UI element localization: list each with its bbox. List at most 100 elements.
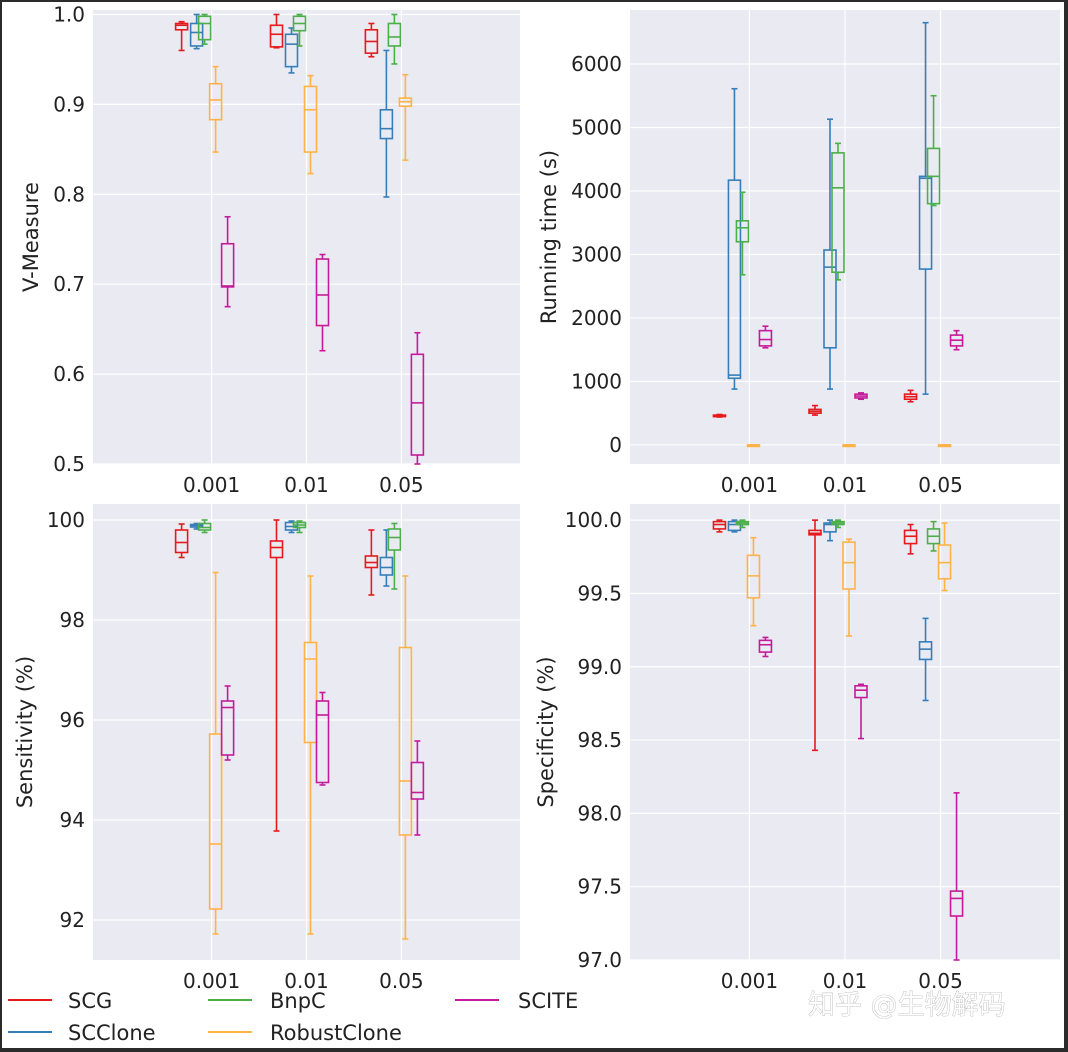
box-iqr: [284, 33, 299, 68]
box-robustclone-0-05: [937, 522, 952, 592]
y-tick-label: 100: [47, 508, 85, 532]
box-iqr: [197, 15, 212, 41]
box-iqr: [189, 22, 204, 47]
box-robustclone-0-05: [398, 73, 413, 161]
y-tick-label: 96: [60, 708, 85, 732]
box-scg-0-001: [712, 413, 727, 418]
box-robustclone-0-001: [208, 65, 223, 153]
box-iqr: [220, 242, 235, 288]
box-scite-0-01: [854, 392, 868, 401]
box-scg-0-01: [808, 519, 822, 752]
box-bnpc-0-01: [292, 13, 307, 47]
y-axis-label: Sensitivity (%): [13, 656, 37, 808]
box-scg-0-01: [269, 519, 284, 832]
box-scclone-0-01: [284, 520, 299, 534]
box-scclone-0-001: [727, 519, 742, 533]
y-axis-label: Specificity (%): [534, 656, 558, 807]
box-bnpc-0-01: [831, 519, 845, 529]
y-tick-label: 98: [60, 608, 85, 632]
y-tick-label: 98.0: [577, 801, 622, 825]
y-tick-label: 5000: [571, 115, 622, 139]
box-scite-0-001: [220, 685, 235, 761]
box-robustclone-0-05: [937, 444, 952, 448]
x-tick-label: 0.01: [284, 969, 329, 993]
box-iqr: [269, 24, 284, 48]
y-axis-label: Running time (s): [537, 150, 561, 324]
box-bnpc-0-001: [735, 191, 750, 276]
legend-label-scclone: SCClone: [68, 1021, 156, 1045]
x-tick-label: 0.05: [379, 473, 424, 497]
box-scg-0-05: [903, 389, 918, 403]
x-tick-label: 0.05: [918, 969, 963, 993]
box-bnpc-0-001: [197, 13, 212, 45]
legend: SCG BnpC SCITE SCClone RobustClone: [8, 989, 578, 1045]
box-iqr: [174, 22, 189, 31]
box-iqr: [949, 890, 964, 917]
box-iqr: [303, 641, 318, 744]
x-tick-label: 0.001: [183, 473, 240, 497]
box-scg-0-05: [903, 523, 918, 555]
box-iqr: [208, 82, 223, 121]
y-tick-label: 99.0: [577, 655, 622, 679]
legend-entry-scclone: SCClone: [8, 1021, 156, 1045]
x-tick-label: 0.001: [721, 969, 778, 993]
box-robustclone-0-001: [746, 536, 761, 627]
box-scg-0-001: [712, 519, 727, 533]
box-scite-0-01: [315, 253, 330, 352]
box-robustclone-0-001: [208, 571, 223, 935]
y-tick-label: 100.0: [565, 508, 622, 532]
legend-label-robustclone: RobustClone: [270, 1021, 402, 1045]
x-tick-label: 0.05: [918, 473, 963, 497]
box-robustclone-0-01: [842, 538, 856, 637]
box-iqr: [410, 761, 425, 800]
box-scg-0-05: [364, 22, 379, 58]
y-tick-label: 98.5: [577, 728, 622, 752]
box-scite-0-001: [758, 636, 773, 658]
y-tick-label: 0.5: [53, 452, 85, 476]
box-iqr: [303, 85, 318, 153]
y-tick-label: 0.6: [53, 362, 85, 386]
box-scg-0-001: [174, 523, 189, 559]
box-iqr: [379, 556, 394, 576]
box-iqr: [758, 329, 773, 347]
box-scite-0-05: [410, 740, 425, 836]
box-iqr: [379, 108, 394, 140]
legend-entry-scg: SCG: [8, 989, 112, 1013]
box-scclone-0-01: [284, 27, 299, 74]
box-bnpc-0-05: [926, 94, 941, 207]
box-scg-0-05: [364, 529, 379, 596]
watermark-text: 知乎 @生物解码: [808, 990, 1006, 1021]
y-tick-label: 97.0: [577, 948, 622, 972]
box-robustclone-0-001: [746, 444, 761, 448]
box-scite-0-001: [220, 215, 235, 308]
box-iqr: [269, 540, 284, 559]
box-iqr: [220, 700, 235, 756]
panel-sensitivity: 92 94 96 98 100 0.001 0.01 0.05 Sensitivity (%): [13, 504, 520, 993]
y-tick-label: 2000: [571, 306, 622, 330]
box-iqr: [842, 541, 856, 590]
box-iqr: [823, 249, 837, 349]
box-iqr: [727, 520, 742, 532]
box-robustclone-0-05: [398, 575, 413, 940]
y-tick-label: 94: [60, 808, 85, 832]
box-iqr: [174, 529, 189, 554]
y-tick-label: 0.9: [53, 92, 85, 116]
box-iqr: [918, 175, 933, 270]
panels: 0.5 0.6 0.7 0.8 0.9 1.0 0.001 0.01 0.05 V-Measure…: [13, 2, 1060, 993]
box-iqr: [918, 641, 933, 661]
box-scite-0-05: [949, 329, 964, 351]
panel-vmeasure: 0.5 0.6 0.7 0.8 0.9 1.0 0.001 0.01 0.05 V-Measure: [19, 2, 520, 497]
box-robustclone-0-01: [303, 575, 318, 935]
panel-specificity: 97.0 97.5 98.0 98.5 99.0 99.5 100.0 0.001 0.01 0.…: [534, 504, 1060, 993]
y-tick-label: 6000: [571, 52, 622, 76]
y-tick-label: 1000: [571, 369, 622, 393]
x-tick-label: 0.01: [284, 473, 329, 497]
x-tick-label: 0.001: [721, 473, 778, 497]
box-iqr: [758, 639, 773, 653]
legend-label-scite: SCITE: [518, 989, 578, 1013]
box-iqr: [735, 220, 750, 243]
legend-entry-scite: SCITE: [455, 989, 578, 1013]
box-iqr: [315, 258, 330, 327]
